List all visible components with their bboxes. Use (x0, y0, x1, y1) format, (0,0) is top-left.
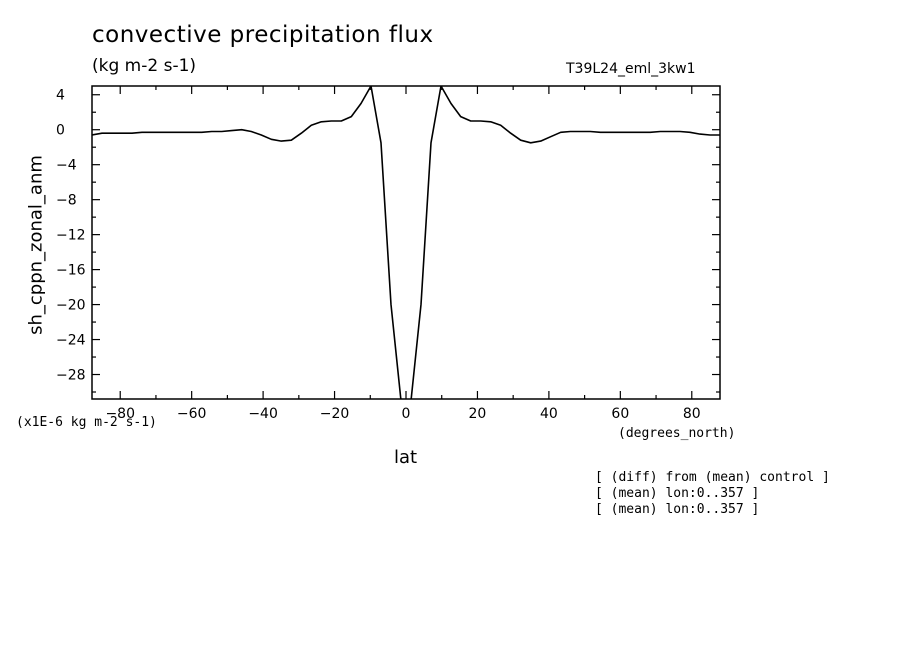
x-axis-unit-label: (degrees_north) (618, 426, 736, 441)
annotation-notes: [ (diff) from (mean) control ] [ (mean) … (595, 470, 830, 518)
x-tick-label: 0 (402, 406, 411, 422)
y-tick-label: −20 (56, 298, 86, 314)
x-tick-label: 40 (540, 406, 558, 422)
chart-units: (kg m-2 s-1) (92, 56, 197, 76)
y-tick-label: −4 (56, 158, 77, 174)
y-tick-label: −16 (56, 263, 86, 279)
x-tick-label: 20 (469, 406, 487, 422)
chart-title: convective precipitation flux (92, 22, 434, 48)
note-line: [ (diff) from (mean) control ] (595, 470, 830, 485)
tick-labels: −80 −60 −40 −20 0 20 40 60 8040−4−8−12−16−20−24−… (56, 88, 701, 422)
x-tick-label: −60 (177, 406, 207, 422)
y-tick-label: −12 (56, 228, 86, 244)
y-tick-label: 4 (56, 88, 65, 104)
y-tick-label: 0 (56, 123, 65, 139)
x-tick-label: −80 (105, 406, 135, 422)
run-label: T39L24_eml_3kw1 (566, 61, 696, 77)
x-tick-label: −20 (320, 406, 350, 422)
y-tick-label: −24 (56, 333, 86, 349)
series-line (92, 86, 720, 399)
x-tick-label: 60 (611, 406, 629, 422)
axis-ticks (92, 86, 720, 399)
x-tick-label: −40 (248, 406, 278, 422)
y-tick-label: −28 (56, 368, 86, 384)
x-tick-label: 80 (683, 406, 701, 422)
x-axis-label: lat (394, 447, 418, 468)
note-line: [ (mean) lon:0..357 ] (595, 502, 760, 517)
scale-label: (x1E-6 kg m-2 s-1) (16, 415, 157, 430)
y-tick-label: −8 (56, 193, 77, 209)
note-line: [ (mean) lon:0..357 ] (595, 486, 760, 501)
